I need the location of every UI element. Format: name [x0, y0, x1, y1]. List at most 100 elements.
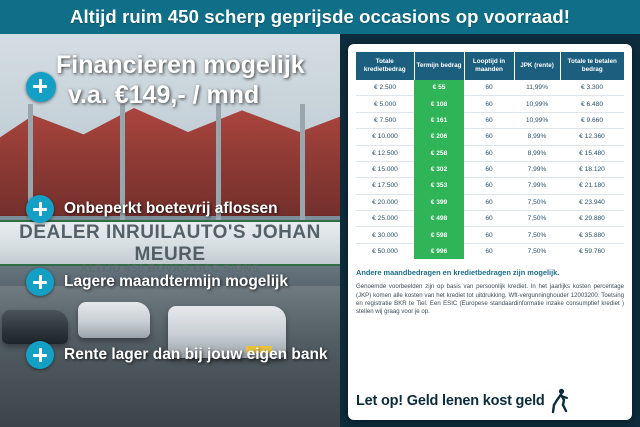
- column-header-duration: Looptijd in maanden: [464, 52, 515, 80]
- cell-jkp: 7,50%: [514, 194, 560, 212]
- cell-jkp: 7,99%: [514, 161, 560, 179]
- photo-license-plate: [246, 346, 272, 353]
- table-header-row: Totale kredietbedrag Termijn bedrag Loop…: [356, 52, 624, 80]
- plus-icon: [26, 268, 54, 296]
- photo-pole: [216, 104, 221, 234]
- cell-duration: 60: [464, 112, 514, 130]
- cell-total-payable: € 12.360: [560, 128, 624, 146]
- table-row: € 30.000 € 598 60 7,50% € 35.880: [356, 226, 624, 244]
- cell-jkp: 8,99%: [514, 128, 560, 146]
- plus-icon: [26, 341, 54, 369]
- rates-table-body: € 2.500 € 55 60 11,99% € 3.300 € 5.000 €…: [356, 80, 624, 260]
- cell-term-amount: € 206: [414, 128, 464, 146]
- headline-line-1: Financieren mogelijk: [56, 51, 305, 79]
- cell-duration: 60: [464, 177, 514, 195]
- cell-term-amount: € 161: [414, 112, 464, 130]
- cell-duration: 60: [464, 210, 514, 228]
- cell-jkp: 10,99%: [514, 95, 560, 113]
- cell-jkp: 7,50%: [514, 210, 560, 228]
- banner-text: Altijd ruim 450 scherp geprijsde occasio…: [69, 6, 570, 27]
- cell-total-payable: € 21.180: [560, 177, 624, 195]
- cell-term-amount: € 55: [414, 80, 464, 97]
- photo-pole: [28, 104, 33, 234]
- bullet-label: Onbeperkt boetevrij aflossen: [64, 200, 278, 217]
- photo-roofline: [0, 108, 340, 216]
- table-row: € 50.000 € 996 60 7,50% € 59.760: [356, 243, 624, 260]
- table-row: € 5.000 € 108 60 10,99% € 6.480: [356, 95, 624, 113]
- column-header-term-amount: Termijn bedrag: [414, 52, 465, 80]
- left-content-column: Financieren mogelijk v.a. €149,- / mnd O…: [0, 34, 344, 427]
- cell-total-credit: € 50.000: [372, 247, 398, 255]
- cell-duration: 60: [464, 145, 514, 162]
- cell-duration: 60: [485, 247, 493, 255]
- photo-sign-subtext: ALTIJD 450 BOVAG OCC SIONS: [80, 263, 260, 275]
- cell-duration: 60: [464, 226, 514, 244]
- table-row: € 17.500 € 353 60 7,99% € 21.180: [356, 177, 624, 195]
- cell-total-credit: € 5.000: [356, 95, 414, 113]
- table-row: € 7.500 € 161 60 10,99% € 9.660: [356, 112, 624, 130]
- cell-total-payable: € 29.880: [560, 210, 624, 228]
- plus-icon: [26, 72, 56, 102]
- cell-jkp: 8,99%: [514, 145, 560, 162]
- photo-car: [2, 310, 68, 344]
- bullet-label: Rente lager dan bij jouw eigen bank: [64, 346, 328, 363]
- dealership-photo: DEALER INRUILAUTO'S JOHAN MEURE ALTIJD 4…: [0, 34, 340, 427]
- cell-total-credit: € 10.000: [356, 128, 414, 146]
- column-header-total-payable: Totale te betalen bedrag: [560, 52, 624, 80]
- bullet-item-3: Rente lager dan bij jouw eigen bank: [26, 341, 346, 369]
- cell-total-credit: € 25.000: [356, 210, 414, 228]
- warning-block: Let op! Geld lenen kost geld: [356, 388, 624, 414]
- walking-person-icon: [551, 388, 568, 414]
- photo-pole: [300, 104, 305, 234]
- bullet-item-1: Onbeperkt boetevrij aflossen: [26, 195, 346, 223]
- column-header-jkp: JPK (rente): [514, 52, 561, 80]
- table-row: € 20.000 € 399 60 7,50% € 23.940: [356, 194, 624, 212]
- cell-term-amount: € 399: [414, 194, 464, 212]
- cell-total-payable: € 15.480: [560, 145, 624, 162]
- plus-icon: [26, 195, 54, 223]
- column-header-total-credit: Totale kredietbedrag: [356, 52, 415, 80]
- cell-term-amount: € 353: [414, 177, 464, 195]
- cell-term-amount: € 498: [414, 210, 464, 228]
- cell-duration: 60: [464, 128, 514, 146]
- cell-term-amount: € 598: [414, 226, 464, 244]
- cell-duration: 60: [464, 161, 514, 179]
- cell-duration: 60: [464, 80, 514, 97]
- photo-pole: [120, 104, 125, 234]
- note-body: Genoemde voorbeelden zijn op basis van p…: [356, 283, 624, 316]
- cell-total-credit: € 30.000: [356, 226, 414, 244]
- cell-total-credit: € 20.000: [356, 194, 414, 212]
- photo-car: [78, 302, 150, 338]
- cell-total-credit: € 7.500: [356, 112, 414, 130]
- headline-line-2: v.a. €149,- / mnd: [68, 81, 260, 109]
- cell-total-payable: € 23.940: [560, 194, 624, 212]
- cell-duration: 60: [464, 194, 514, 212]
- cell-term-amount: € 996: [414, 243, 464, 260]
- warning-text: Let op! Geld lenen kost geld: [356, 393, 545, 409]
- photo-signboard: [0, 220, 340, 266]
- table-row: € 10.000 € 206 60 8,99% € 12.360: [356, 128, 624, 146]
- cell-total-payable: € 18.120: [560, 161, 624, 179]
- cell-total-credit: € 12.500: [356, 145, 414, 162]
- cell-jkp: 11,99%: [514, 80, 560, 97]
- cell-jkp: 7,50%: [514, 226, 560, 244]
- cell-duration: 60: [464, 95, 514, 113]
- rates-table: Totale kredietbedrag Termijn bedrag Loop…: [356, 52, 624, 260]
- photo-sign-text: DEALER INRUILAUTO'S JOHAN MEURE: [19, 222, 321, 265]
- rates-card: Totale kredietbedrag Termijn bedrag Loop…: [348, 44, 632, 420]
- cell-total-credit: € 15.000: [356, 161, 414, 179]
- cell-total-payable: € 9.660: [560, 112, 624, 130]
- top-banner: Altijd ruim 450 scherp geprijsde occasio…: [0, 0, 640, 34]
- cell-term-amount: € 258: [414, 145, 464, 162]
- cell-jkp: 10,99%: [514, 112, 560, 130]
- cell-total-payable: € 35.880: [560, 226, 624, 244]
- cell-jkp: 7,99%: [514, 177, 560, 195]
- cell-total-payable: € 6.480: [560, 95, 624, 113]
- cell-total-credit: € 17.500: [356, 177, 414, 195]
- cell-total-credit: € 2.500: [356, 80, 414, 97]
- cell-total-payable: € 3.300: [560, 80, 624, 97]
- cell-term-amount: € 302: [414, 161, 464, 179]
- cell-total-payable: € 59.760: [579, 247, 605, 255]
- cell-jkp: 7,50%: [527, 247, 547, 255]
- table-row: € 12.500 € 258 60 8,99% € 15.480: [356, 145, 624, 162]
